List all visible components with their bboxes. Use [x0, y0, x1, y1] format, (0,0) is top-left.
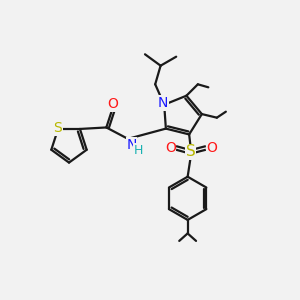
Text: O: O	[107, 98, 118, 111]
Text: S: S	[53, 122, 62, 135]
Text: O: O	[206, 141, 217, 155]
Text: N: N	[158, 96, 168, 110]
Text: S: S	[186, 144, 196, 159]
Text: O: O	[165, 141, 176, 155]
Text: H: H	[134, 144, 143, 157]
Text: N: N	[126, 138, 137, 152]
